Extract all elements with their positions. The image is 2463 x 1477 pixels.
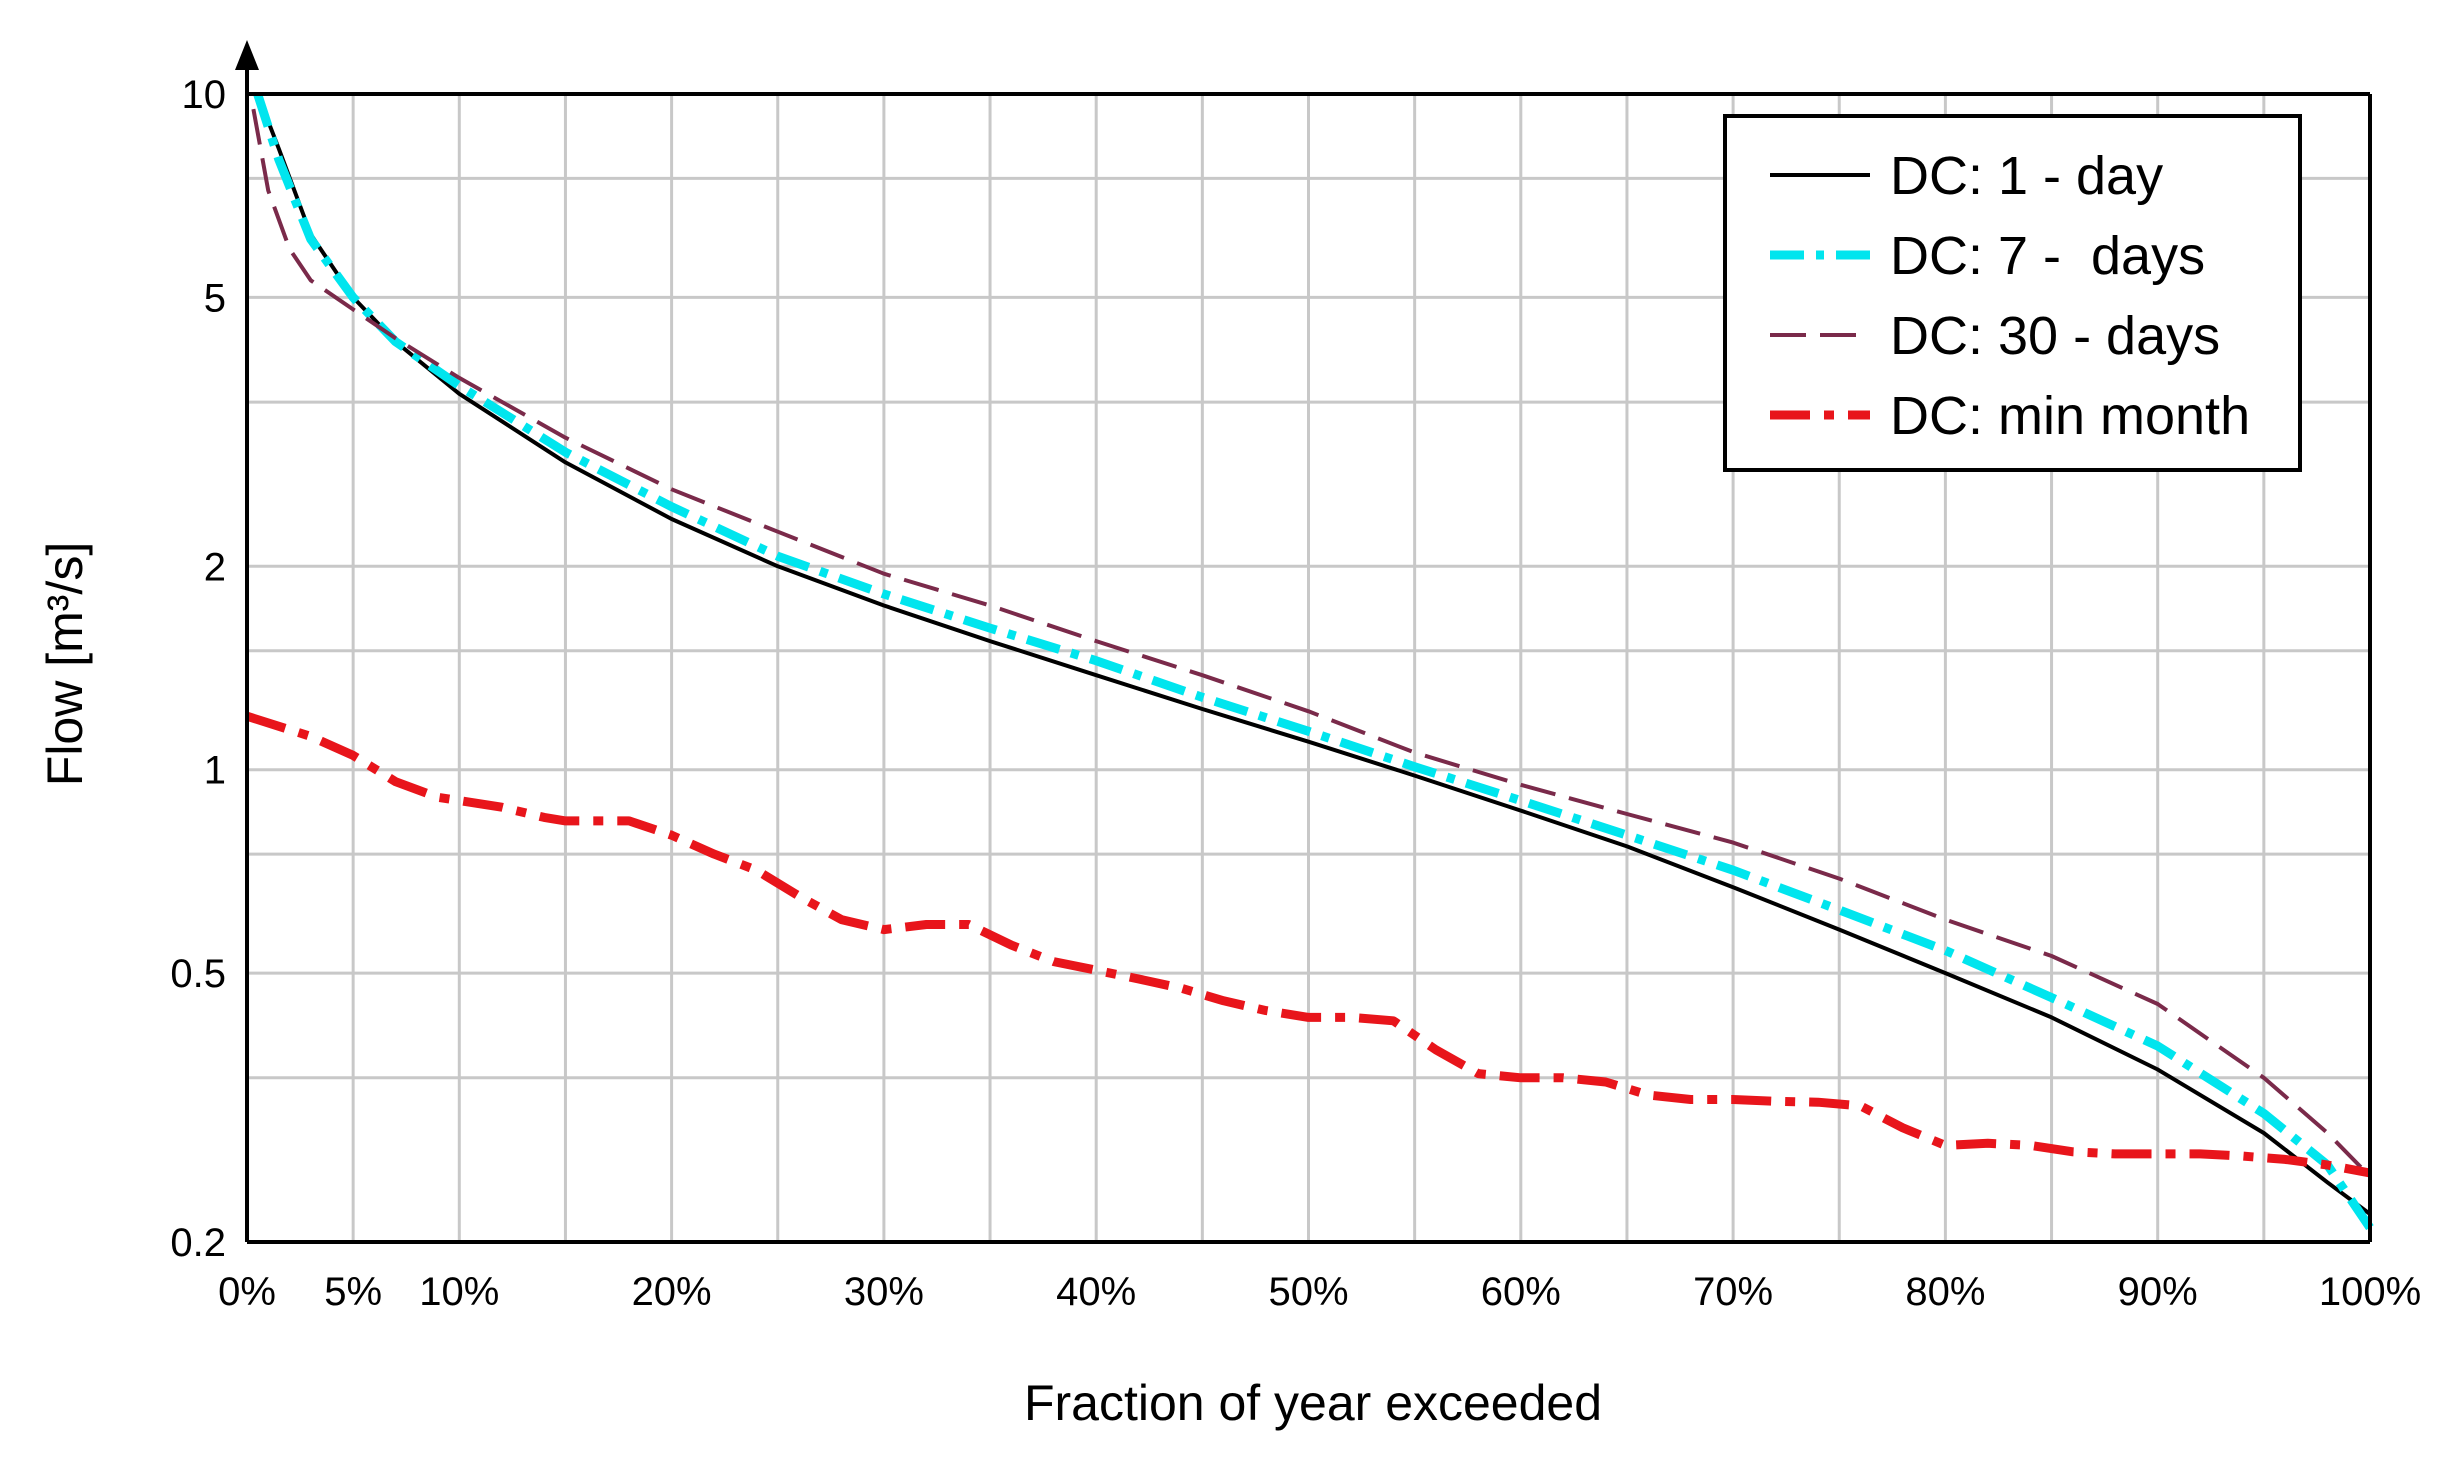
x-tick-label: 30%: [844, 1270, 924, 1314]
legend-label-4: DC: min month: [1890, 386, 2250, 446]
x-tick-label: 60%: [1481, 1270, 1561, 1314]
series-lines: [245, 92, 2374, 1231]
x-tick-label: 50%: [1268, 1270, 1348, 1314]
legend-label-3: DC: 30 - days: [1890, 306, 2220, 366]
y-axis-arrow: [235, 40, 259, 70]
x-tick-label: 40%: [1056, 1270, 1136, 1314]
y-tick-label: 2: [204, 545, 226, 589]
x-tick-label: 80%: [1905, 1270, 1985, 1314]
x-tick-label: 20%: [632, 1270, 712, 1314]
x-tick-label: 70%: [1693, 1270, 1773, 1314]
legend: DC: 1 - day DC: 7 - days DC: 30 - days DC: …: [1723, 114, 2302, 472]
legend-label-1: DC: 1 - day: [1890, 146, 2163, 206]
x-tick-label: 10%: [419, 1270, 499, 1314]
x-tick-label: 0%: [218, 1270, 276, 1314]
tick-labels: 0% 5% 10% 20% 30% 40% 50% 60% 70% 80% 90% 100% 10 5 2 1…: [170, 73, 2421, 1314]
y-tick-label: 0.5: [170, 952, 226, 996]
y-tick-label: 0.2: [170, 1221, 226, 1265]
series-line-4: [245, 711, 2371, 1178]
y-axis-title: Flow [m³/s]: [37, 542, 93, 786]
x-tick-label: 100%: [2319, 1270, 2421, 1314]
series-line-3: [251, 108, 2372, 1178]
legend-label-2: DC: 7 - days: [1890, 226, 2205, 286]
x-tick-label: 5%: [324, 1270, 382, 1314]
y-tick-label: 1: [204, 749, 226, 793]
y-tick-label: 5: [204, 276, 226, 320]
x-axis-title: Fraction of year exceeded: [1024, 1375, 1602, 1431]
x-tick-label: 90%: [2118, 1270, 2198, 1314]
y-tick-label: 10: [182, 73, 227, 117]
series-line-2: [253, 92, 2374, 1231]
axes: [235, 40, 2372, 1244]
